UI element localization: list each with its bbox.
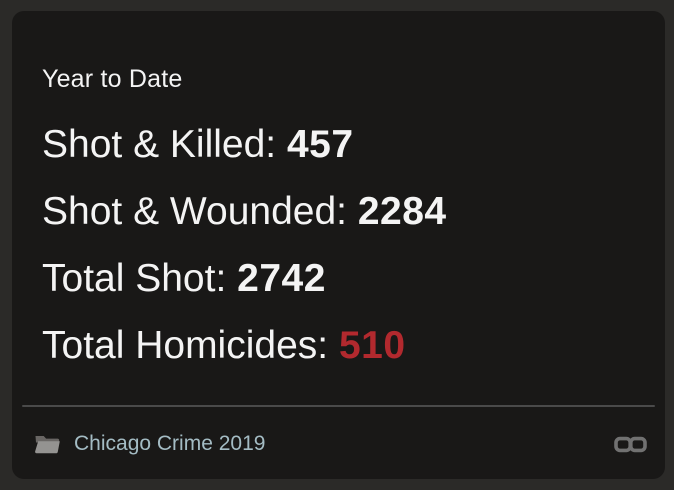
footer-divider: [22, 405, 655, 407]
stat-label: Total Shot:: [42, 257, 238, 300]
stat-line-shot-wounded: Shot & Wounded: 2284: [42, 178, 635, 245]
stat-label: Total Homicides:: [42, 324, 339, 367]
stat-value: 2284: [357, 190, 447, 233]
link-icon[interactable]: [614, 436, 647, 453]
stats-list: Shot & Killed: 457 Shot & Wounded: 2284 …: [42, 111, 635, 379]
stats-card: Year to Date Shot & Killed: 457 Shot & W…: [12, 11, 665, 479]
card-subtitle: Year to Date: [42, 65, 183, 93]
stat-line-shot-killed: Shot & Killed: 457: [42, 111, 635, 178]
category-link[interactable]: Chicago Crime 2019: [74, 432, 266, 455]
stat-line-total-homicides: Total Homicides: 510: [42, 312, 635, 379]
stat-line-total-shot: Total Shot: 2742: [42, 245, 635, 312]
stat-label: Shot & Killed:: [42, 123, 287, 166]
stat-label: Shot & Wounded:: [42, 190, 358, 233]
card-content: Year to Date Shot & Killed: 457 Shot & W…: [12, 11, 665, 379]
stat-value-highlighted: 510: [338, 324, 406, 367]
stat-value: 2742: [237, 257, 326, 300]
open-folder-icon: [34, 433, 61, 456]
card-footer: Chicago Crime 2019: [12, 432, 665, 456]
stat-value: 457: [286, 123, 354, 166]
